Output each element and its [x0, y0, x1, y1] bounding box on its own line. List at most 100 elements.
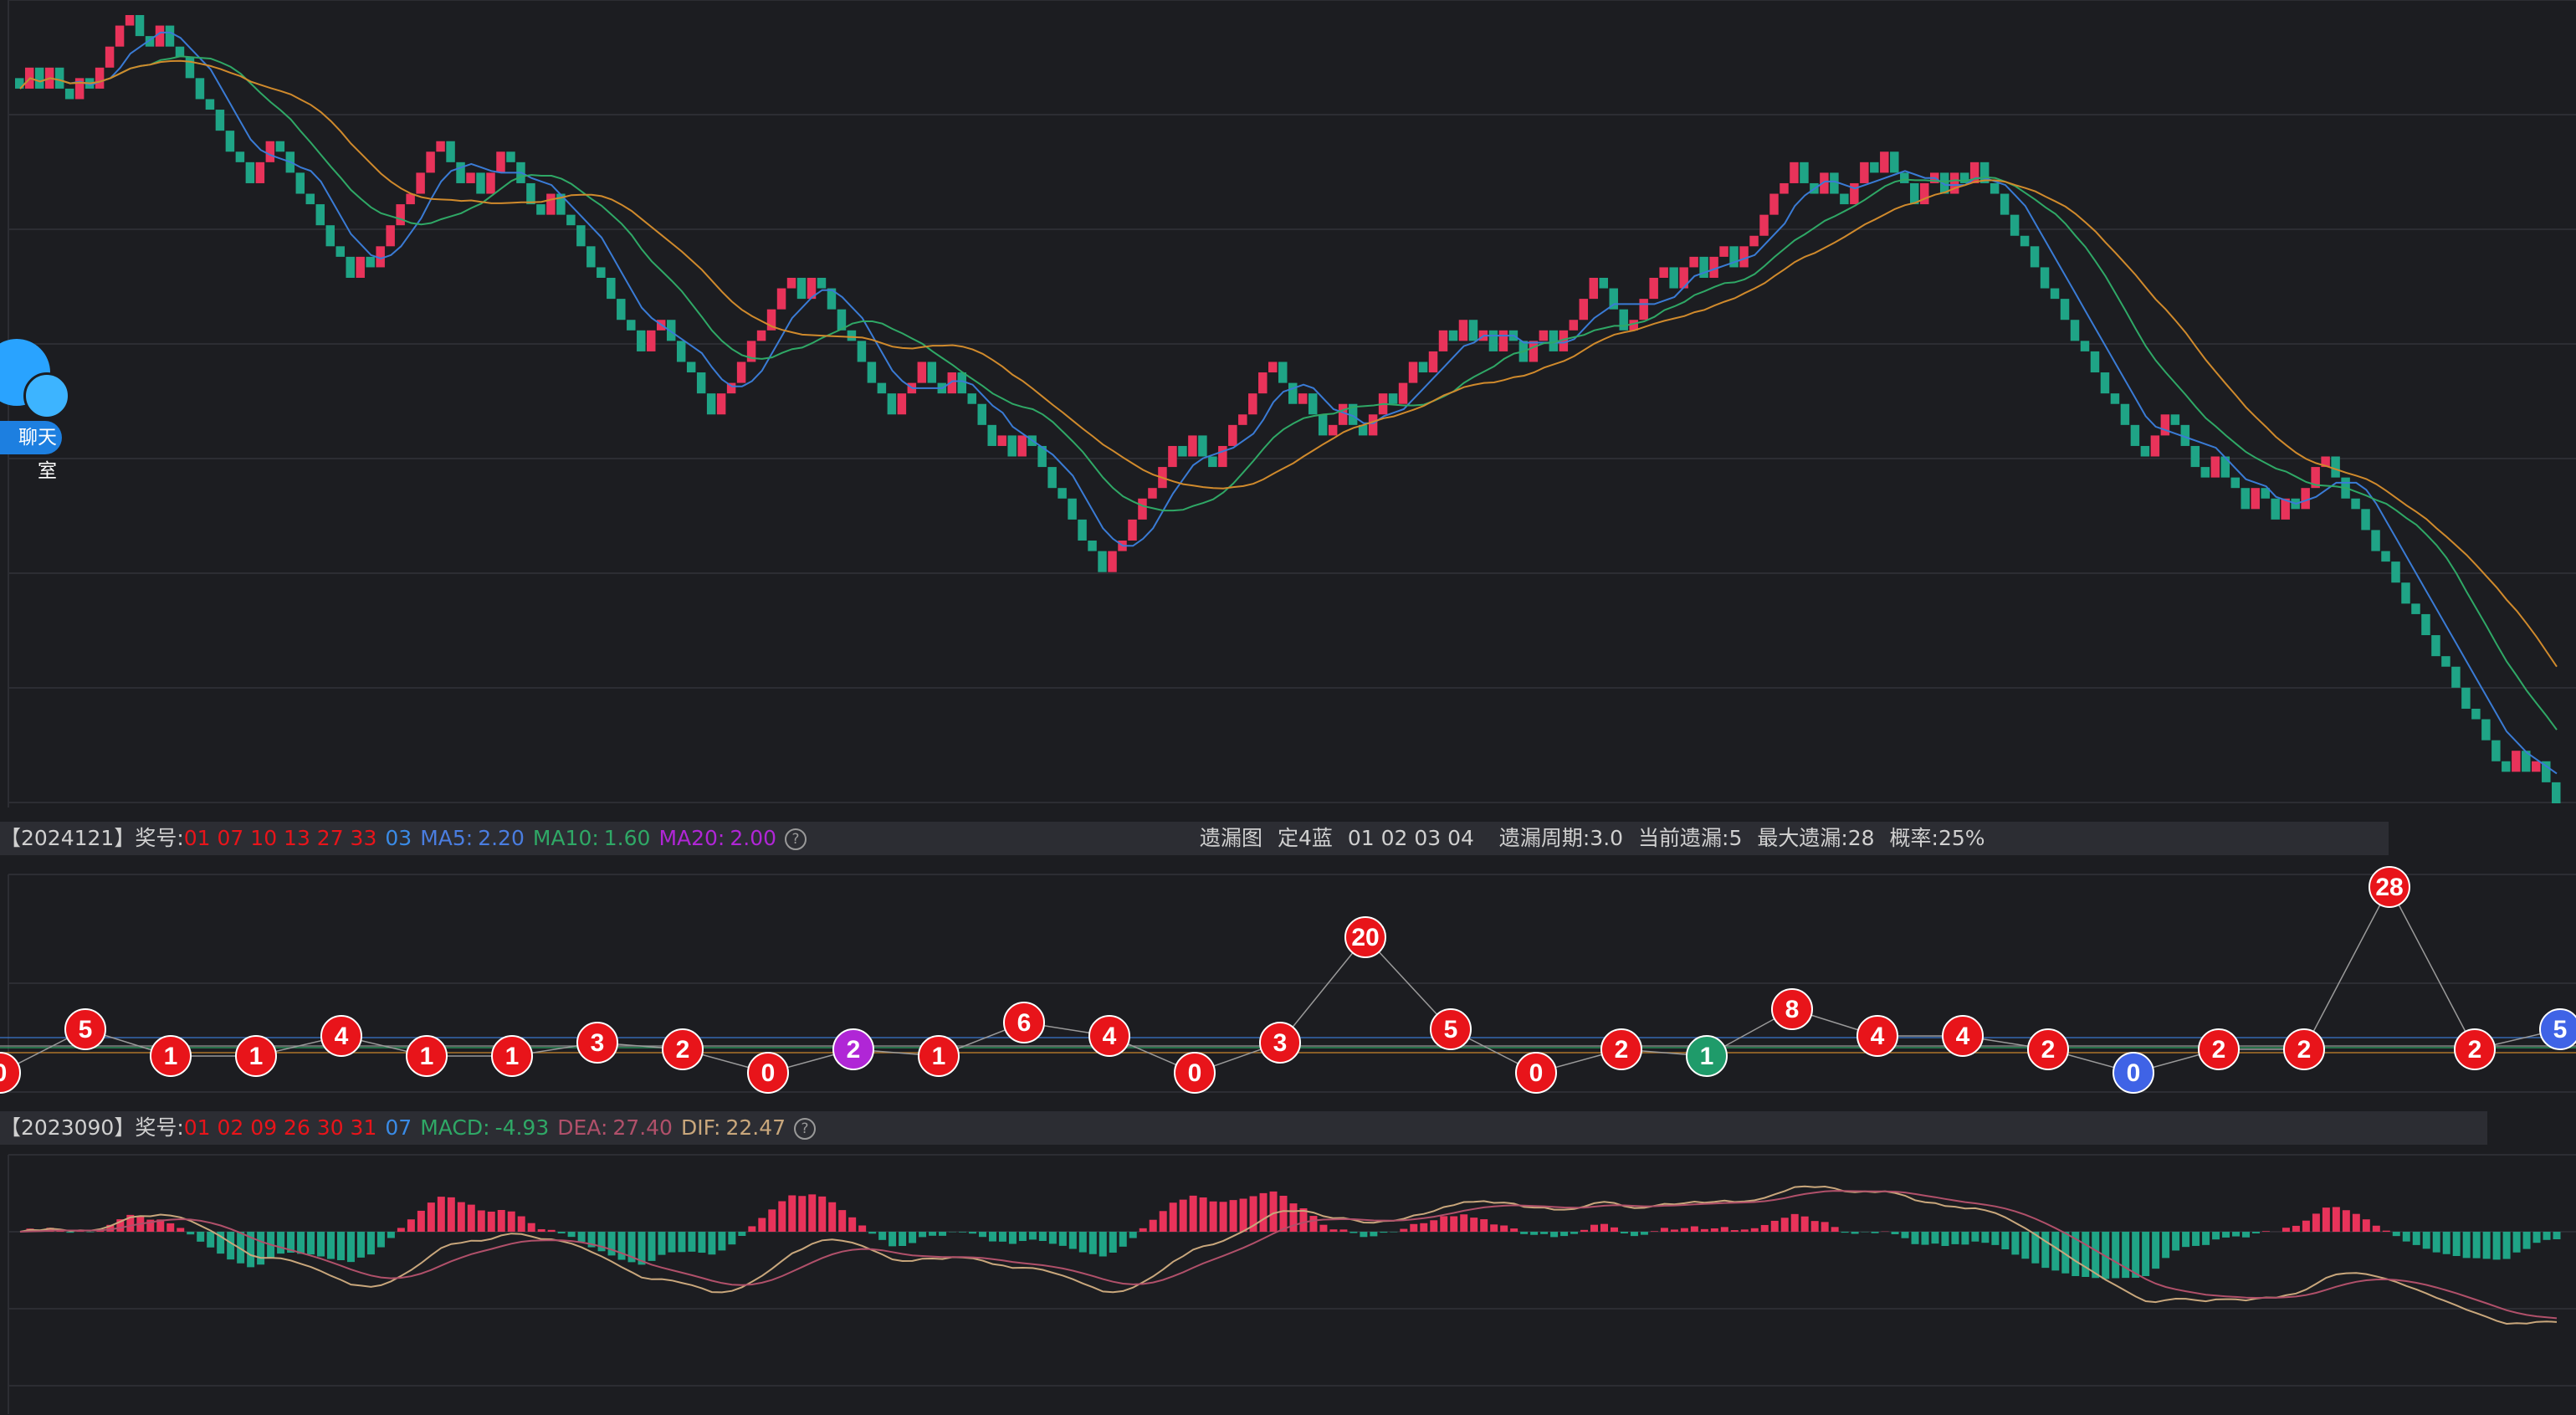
candle — [2120, 403, 2130, 425]
candle — [325, 225, 335, 247]
candle — [2110, 393, 2120, 404]
candle — [2261, 488, 2270, 499]
candle — [1168, 445, 1177, 468]
candle — [476, 172, 485, 194]
miss-point — [1003, 1002, 1045, 1043]
candle — [1368, 414, 1378, 436]
candle — [917, 361, 927, 383]
candle — [1649, 278, 1658, 300]
candle — [887, 393, 897, 415]
candle — [1068, 498, 1077, 520]
miss-point — [1344, 916, 1386, 958]
miss-point — [662, 1028, 704, 1070]
candle — [255, 161, 265, 183]
candle — [315, 204, 325, 226]
candle — [1529, 341, 1539, 362]
candle — [1800, 161, 1809, 183]
candle — [1178, 445, 1187, 457]
miss-point-label: 3 — [1273, 1029, 1288, 1057]
candle — [2130, 424, 2140, 446]
chat-room-label: 聊天室 — [0, 421, 62, 482]
miss-point — [1942, 1015, 1984, 1057]
candle — [1148, 488, 1157, 499]
candle — [1719, 246, 1728, 257]
miss-point — [1686, 1035, 1728, 1077]
candle — [2150, 435, 2160, 457]
miss-cycle: 遗漏周期:3.0 — [1498, 826, 1624, 850]
macd-value: -4.93 — [494, 1115, 550, 1140]
candle — [1017, 435, 1027, 457]
candle — [2050, 288, 2060, 300]
candle — [1729, 246, 1739, 268]
miss-point-label: 1 — [420, 1043, 434, 1070]
candle — [386, 225, 395, 247]
candle — [416, 172, 425, 194]
candle — [927, 361, 937, 383]
info-bar-kline: 【2024121】奖号:01 07 10 13 27 33 03 MA5: 2.20 M… — [0, 822, 2389, 855]
candle — [756, 330, 766, 341]
candle — [2301, 488, 2310, 510]
candle — [225, 131, 235, 152]
candle — [546, 193, 556, 215]
candle — [1498, 330, 1508, 351]
candle — [2230, 477, 2241, 489]
candle — [1820, 172, 1829, 194]
candle — [2481, 719, 2491, 741]
candle — [837, 309, 847, 331]
miss-point — [1771, 988, 1813, 1030]
candle — [305, 193, 315, 205]
miss-point-label: 5 — [2553, 1016, 2568, 1043]
miss-point-label: 4 — [335, 1023, 349, 1050]
dea-label: DEA: — [557, 1115, 608, 1140]
candle — [335, 246, 345, 257]
dif-label: DIF: — [680, 1115, 721, 1140]
candle — [1599, 278, 1608, 289]
miss-point — [491, 1035, 533, 1077]
help-icon[interactable]: ? — [794, 1118, 817, 1140]
candle — [2180, 424, 2190, 446]
miss-chart: 051141132021640320502184420222825 — [0, 866, 2576, 1094]
candle — [195, 78, 205, 100]
candle — [786, 278, 796, 289]
candle — [977, 403, 986, 425]
miss-title: 遗漏图 — [1200, 826, 1263, 850]
miss-point-label: 2 — [2468, 1036, 2482, 1064]
miss-point — [2113, 1052, 2154, 1094]
candle — [245, 161, 255, 183]
miss-point — [0, 1052, 21, 1094]
candle — [2451, 666, 2461, 688]
candle — [1870, 161, 1879, 173]
candle — [2281, 498, 2290, 520]
candle — [676, 341, 686, 362]
candle — [817, 278, 827, 289]
candle — [2331, 456, 2340, 478]
candle — [2532, 761, 2541, 772]
miss-point-label: 2 — [2041, 1036, 2056, 1064]
candle — [366, 256, 375, 268]
candle — [1969, 161, 1979, 183]
miss-point-label: 28 — [2375, 874, 2403, 901]
chat-room-widget[interactable]: 聊天室 — [0, 339, 70, 482]
candle — [1639, 299, 1648, 320]
miss-point-label: 3 — [591, 1029, 605, 1057]
candle — [1408, 361, 1418, 383]
candle — [576, 225, 586, 247]
candle — [295, 172, 305, 194]
help-icon[interactable]: ? — [785, 828, 807, 850]
candle — [1629, 320, 1638, 331]
candle — [1358, 424, 1368, 436]
miss-point — [2369, 866, 2410, 908]
candle — [746, 341, 756, 362]
miss-point-label: 6 — [1017, 1009, 1032, 1037]
ma-lines — [19, 31, 2558, 775]
candle — [135, 15, 145, 37]
candle — [1769, 193, 1779, 215]
candle — [2351, 498, 2360, 510]
candle — [1669, 267, 1678, 289]
candle — [1058, 488, 1067, 499]
miss-point-label: 2 — [1615, 1036, 1629, 1064]
candle — [1218, 445, 1227, 468]
miss-point — [2539, 1008, 2576, 1050]
candle — [496, 151, 505, 173]
ma5-label: MA5: — [420, 826, 474, 850]
